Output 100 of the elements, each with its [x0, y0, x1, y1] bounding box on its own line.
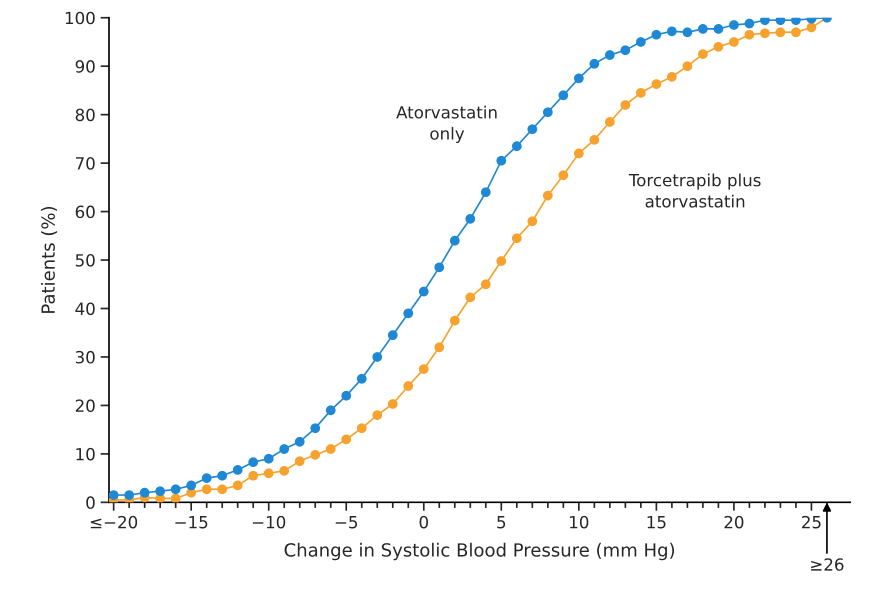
x-tick-label: 20 — [724, 516, 744, 528]
point — [155, 486, 166, 496]
point — [652, 30, 662, 40]
point — [388, 399, 398, 409]
y-tick-label: 100 — [66, 12, 95, 24]
point — [542, 190, 553, 200]
point — [124, 490, 134, 500]
point — [480, 187, 491, 198]
point — [450, 316, 460, 326]
point — [403, 308, 414, 318]
y-tick-label: 60 — [76, 206, 95, 218]
y-tick-label: 30 — [76, 350, 95, 364]
point — [682, 61, 692, 72]
y-tick-label: 40 — [75, 302, 95, 316]
point — [698, 49, 708, 59]
point — [170, 484, 181, 494]
point — [326, 444, 336, 454]
point — [248, 470, 258, 481]
point — [806, 22, 816, 32]
point — [264, 468, 274, 478]
point — [341, 390, 352, 401]
point — [170, 494, 181, 502]
point — [326, 405, 336, 416]
point — [186, 480, 196, 490]
point — [294, 456, 305, 466]
y-tick-label: 0 — [86, 496, 95, 509]
point — [714, 24, 724, 34]
y-tick-label: 70 — [76, 157, 95, 170]
point — [714, 42, 724, 52]
point — [140, 488, 150, 498]
y-tick-label: 20 — [76, 399, 95, 412]
point — [620, 100, 630, 110]
point — [232, 480, 243, 490]
point — [760, 28, 770, 38]
point — [791, 27, 801, 38]
point — [652, 79, 662, 89]
point — [496, 256, 506, 266]
point — [542, 107, 553, 118]
x-axis-title: Change in Systolic Blood Pressure (mm Hg) — [284, 542, 674, 560]
point — [434, 342, 444, 352]
point — [310, 423, 320, 434]
point — [589, 134, 600, 145]
x-tick-label: ≤−20 — [90, 516, 138, 528]
y-tick-label: 90 — [76, 60, 95, 73]
point — [682, 27, 692, 38]
point — [574, 148, 584, 158]
point — [279, 466, 290, 476]
point — [465, 214, 476, 224]
point — [636, 37, 646, 47]
point — [403, 381, 414, 391]
x-tick-label: 10 — [570, 516, 588, 528]
point — [279, 444, 290, 454]
point — [217, 484, 228, 494]
point — [418, 364, 429, 374]
point — [512, 233, 522, 244]
point — [248, 457, 258, 467]
point — [667, 26, 677, 36]
point — [109, 490, 119, 500]
point — [776, 27, 786, 38]
point — [310, 450, 320, 460]
x-tick-label: −5 — [336, 516, 358, 528]
point — [527, 216, 538, 226]
y-tick-label: 10 — [76, 448, 95, 460]
point — [202, 484, 212, 494]
text: Torcetrapib plus atorvastatin — [628, 174, 761, 208]
y-tick-label: 80 — [76, 108, 95, 122]
y-tick-label: 50 — [76, 254, 95, 267]
point — [558, 90, 568, 100]
point — [729, 20, 739, 30]
point — [604, 50, 615, 60]
point — [465, 292, 476, 302]
point — [744, 30, 754, 40]
point — [698, 24, 708, 34]
point — [202, 473, 212, 483]
y-axis-title: Patients (%) — [40, 206, 58, 313]
x-tick-label: 5 — [497, 516, 506, 528]
point — [372, 352, 382, 362]
point — [264, 454, 274, 464]
point — [558, 170, 568, 180]
point — [667, 72, 677, 82]
series-label: Atorvastatin only — [396, 106, 497, 144]
point — [294, 436, 305, 447]
point — [450, 236, 460, 246]
point — [636, 88, 646, 98]
point — [356, 423, 367, 434]
point — [434, 262, 444, 272]
text: ≥26 — [811, 558, 844, 571]
point — [372, 410, 382, 420]
x-tick-label: −10 — [252, 516, 286, 528]
point — [232, 465, 243, 475]
point — [620, 45, 630, 56]
point — [418, 286, 429, 296]
point — [527, 124, 538, 134]
point — [589, 58, 600, 69]
point — [388, 330, 398, 340]
point — [729, 37, 739, 47]
point — [512, 141, 522, 152]
point — [744, 18, 754, 28]
point — [356, 374, 367, 384]
x-tick-label: 25 — [802, 516, 821, 528]
